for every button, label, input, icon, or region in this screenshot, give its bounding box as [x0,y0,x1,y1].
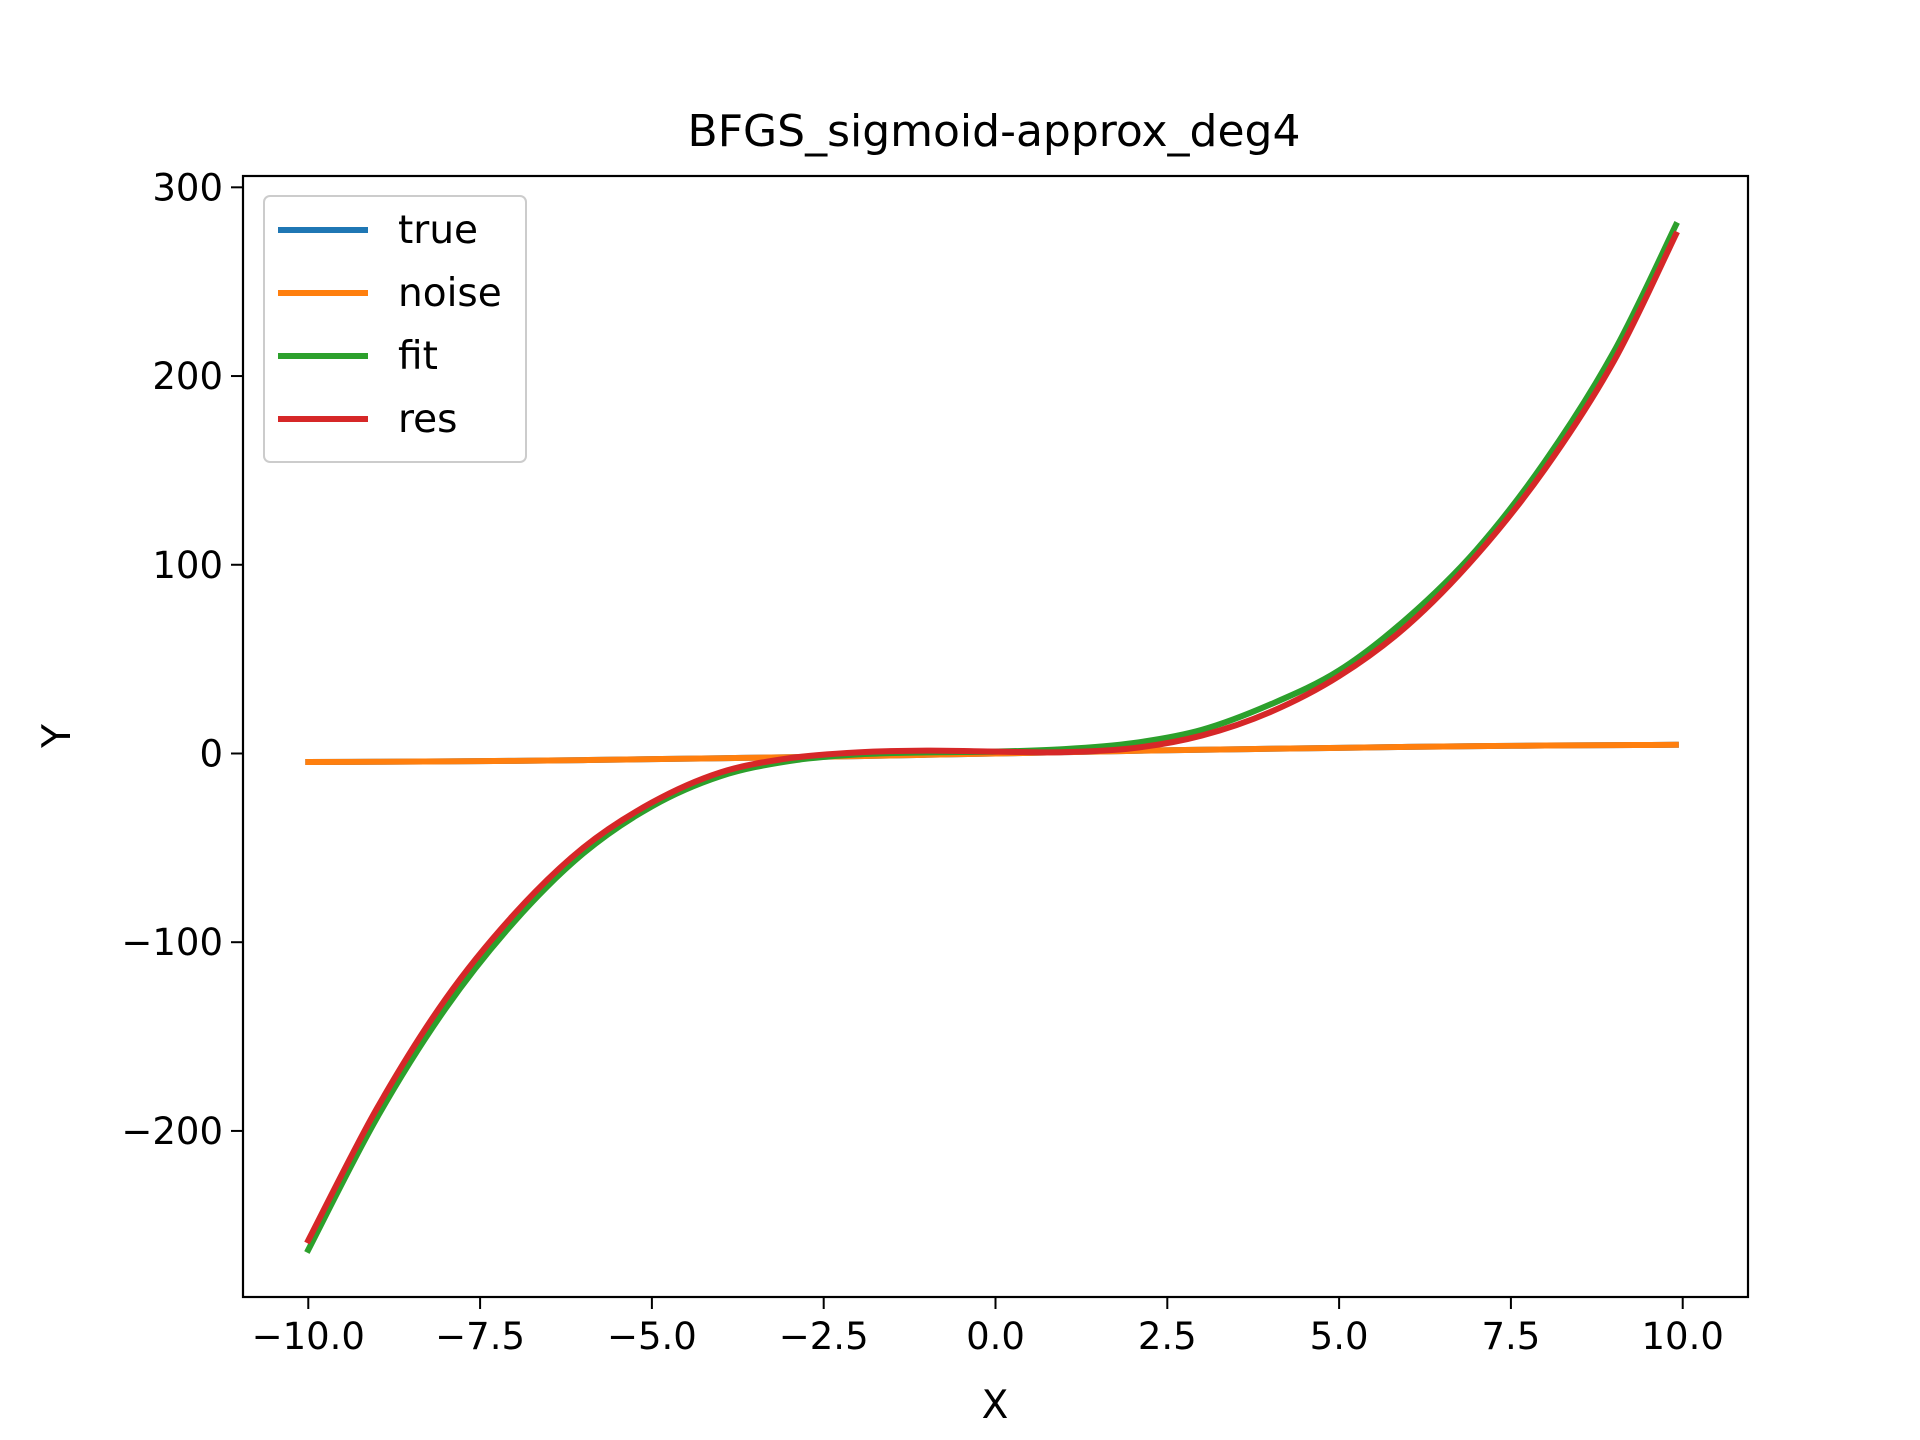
legend: true noise fit res [263,195,527,463]
x-axis-ticks: −10.0 −7.5 −5.0 −2.5 0.0 2.5 5.0 7.5 10.0 [252,1297,1724,1358]
y-tick-label: −100 [121,921,223,964]
y-axis-label: Y [35,724,80,749]
x-tick-label: 2.5 [1138,1315,1197,1358]
x-tick-label: 10.0 [1642,1315,1724,1358]
legend-label-noise: noise [398,271,502,316]
y-tick-label: −200 [121,1110,223,1153]
x-tick-label: −5.0 [607,1315,697,1358]
x-axis-label: X [982,1383,1009,1428]
x-tick-label: 0.0 [966,1315,1025,1358]
chart-title: BFGS_sigmoid-approx_deg4 [688,106,1301,157]
legend-label-res: res [398,397,458,442]
series-line-res [304,230,1680,1245]
x-tick-label: −2.5 [779,1315,869,1358]
legend-entries: true noise fit res [278,208,502,442]
x-tick-label: −7.5 [435,1315,525,1358]
legend-label-true: true [398,208,478,253]
x-tick-label: −10.0 [252,1315,365,1358]
legend-label-fit: fit [398,334,438,379]
x-tick-label: 5.0 [1310,1315,1369,1358]
y-tick-label: 0 [199,732,223,775]
plot-lines [304,221,1680,1254]
y-tick-label: 200 [152,355,223,398]
y-tick-label: 300 [152,166,223,209]
y-tick-label: 100 [152,544,223,587]
y-axis-ticks: −200 −100 0 100 200 300 [121,166,243,1153]
x-tick-label: 7.5 [1481,1315,1540,1358]
legend-box [263,195,527,463]
